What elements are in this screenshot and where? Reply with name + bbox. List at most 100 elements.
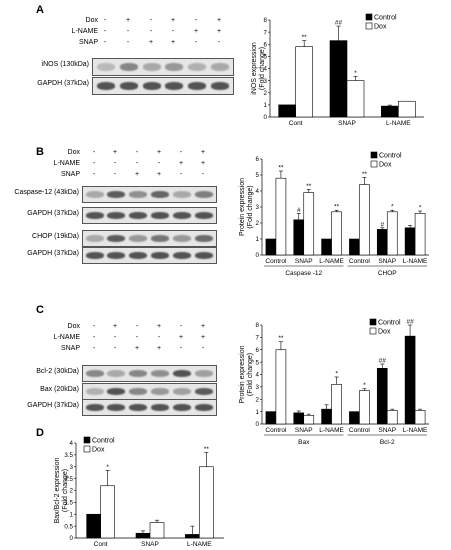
bar-control	[321, 408, 332, 425]
treatment-label: SNAP	[60, 345, 80, 352]
y-tick-label: 6	[264, 41, 268, 48]
treatment-label: Dox	[67, 149, 80, 156]
y-axis-label: Protein expression(Fold change)	[239, 345, 254, 403]
protein-band	[129, 404, 147, 411]
bar-dox	[303, 415, 315, 425]
x-tick-label: L-NAME	[386, 120, 411, 127]
blot-strip	[92, 58, 234, 76]
protein-band	[151, 370, 169, 377]
y-tick-label: 0	[264, 114, 268, 121]
bar-dox	[386, 410, 398, 425]
y-tick-label: 5	[256, 359, 260, 366]
legend-swatch-control	[369, 318, 377, 326]
significance-mark: *	[106, 464, 109, 471]
y-tick-label: 4	[256, 372, 260, 379]
legend-swatch-control	[370, 151, 378, 159]
significance-mark: #	[380, 221, 384, 228]
blot-strip	[82, 365, 217, 382]
protein-band	[173, 191, 191, 198]
significance-mark: *	[354, 70, 357, 77]
treatment-sign: -	[126, 28, 130, 35]
protein-band	[151, 191, 169, 198]
treatment-sign: -	[179, 149, 183, 156]
bar-control	[376, 229, 388, 256]
y-tick-label: 6	[256, 156, 260, 163]
protein-band	[195, 252, 213, 259]
protein-band	[195, 370, 213, 377]
bar-dox	[359, 390, 370, 425]
treatment-sign: -	[126, 39, 130, 46]
legend-label-dox: Dox	[379, 162, 392, 169]
treatment-sign: -	[92, 334, 96, 341]
group-label: Caspase -12	[285, 270, 322, 277]
protein-band	[97, 63, 115, 71]
blot-strip	[82, 399, 217, 416]
bar-dox	[359, 184, 370, 256]
protein-band	[86, 252, 104, 259]
treatment-sign: +	[156, 345, 162, 352]
y-tick-label: 1.5	[64, 500, 73, 507]
treatment-sign: -	[113, 334, 117, 341]
bar-dox	[295, 46, 313, 118]
group-label: Bcl-2	[380, 439, 395, 446]
legend-label-control: Control	[379, 153, 402, 160]
group-label: Bax	[298, 439, 310, 446]
bar-control	[265, 411, 277, 425]
protein-band	[97, 82, 115, 90]
x-tick-label: Control	[349, 427, 371, 434]
bar-control	[349, 411, 360, 425]
bar-control	[135, 532, 151, 539]
y-tick-label: 3	[256, 384, 260, 391]
treatment-sign: -	[157, 334, 161, 341]
treatment-sign: -	[92, 160, 96, 167]
blot-strip	[82, 247, 217, 264]
panel-letter-d: D	[36, 427, 44, 439]
y-tick-label: 3	[264, 78, 268, 85]
band-label: iNOS (130kDa)	[41, 61, 89, 68]
y-tick-label: 3	[70, 464, 74, 471]
protein-band	[129, 191, 147, 198]
treatment-sign: -	[157, 160, 161, 167]
bar-control	[404, 335, 416, 425]
legend-swatch-dox	[83, 445, 91, 453]
y-tick-label: 1	[256, 236, 260, 243]
treatment-sign: +	[170, 39, 176, 46]
y-tick-label: 5	[256, 172, 260, 179]
band-label: Bcl-2 (30kDa)	[36, 368, 79, 375]
band-label: GAPDH (37kDa)	[27, 250, 79, 257]
treatment-sign: +	[156, 171, 162, 178]
bar-control	[265, 238, 277, 256]
treatment-sign: +	[178, 160, 184, 167]
bar-control	[293, 412, 305, 425]
significance-mark: **	[278, 165, 284, 172]
treatment-sign: +	[125, 17, 131, 24]
protein-band	[129, 235, 147, 242]
treatment-sign: -	[149, 28, 153, 35]
significance-mark: **	[306, 183, 312, 190]
legend-swatch-dox	[365, 22, 373, 30]
y-tick-label: 4	[256, 188, 260, 195]
treatment-sign: +	[148, 39, 154, 46]
y-tick-label: 3.5	[64, 452, 73, 459]
bar-control	[86, 513, 101, 539]
panel-letter-b: B	[36, 146, 44, 158]
y-tick-label: 0.5	[64, 523, 73, 530]
protein-band	[120, 82, 138, 90]
x-tick-label: L-NAME	[403, 258, 428, 265]
treatment-label: SNAP	[78, 39, 98, 46]
band-label: GAPDH (37kDa)	[27, 402, 79, 409]
x-tick-label: Cont	[94, 541, 108, 548]
protein-band	[151, 388, 169, 395]
protein-band	[86, 191, 104, 198]
y-tick-label: 2.5	[64, 476, 73, 483]
treatment-label: L-NAME	[71, 28, 98, 35]
treatment-sign: -	[113, 345, 117, 352]
x-tick-label: Control	[265, 258, 287, 265]
protein-band	[143, 82, 161, 90]
legend-label-control: Control	[374, 15, 397, 22]
y-tick-label: 1	[70, 511, 74, 518]
protein-band	[129, 370, 147, 377]
protein-band	[143, 63, 161, 71]
blot-strip	[82, 207, 217, 224]
protein-band	[129, 212, 147, 219]
